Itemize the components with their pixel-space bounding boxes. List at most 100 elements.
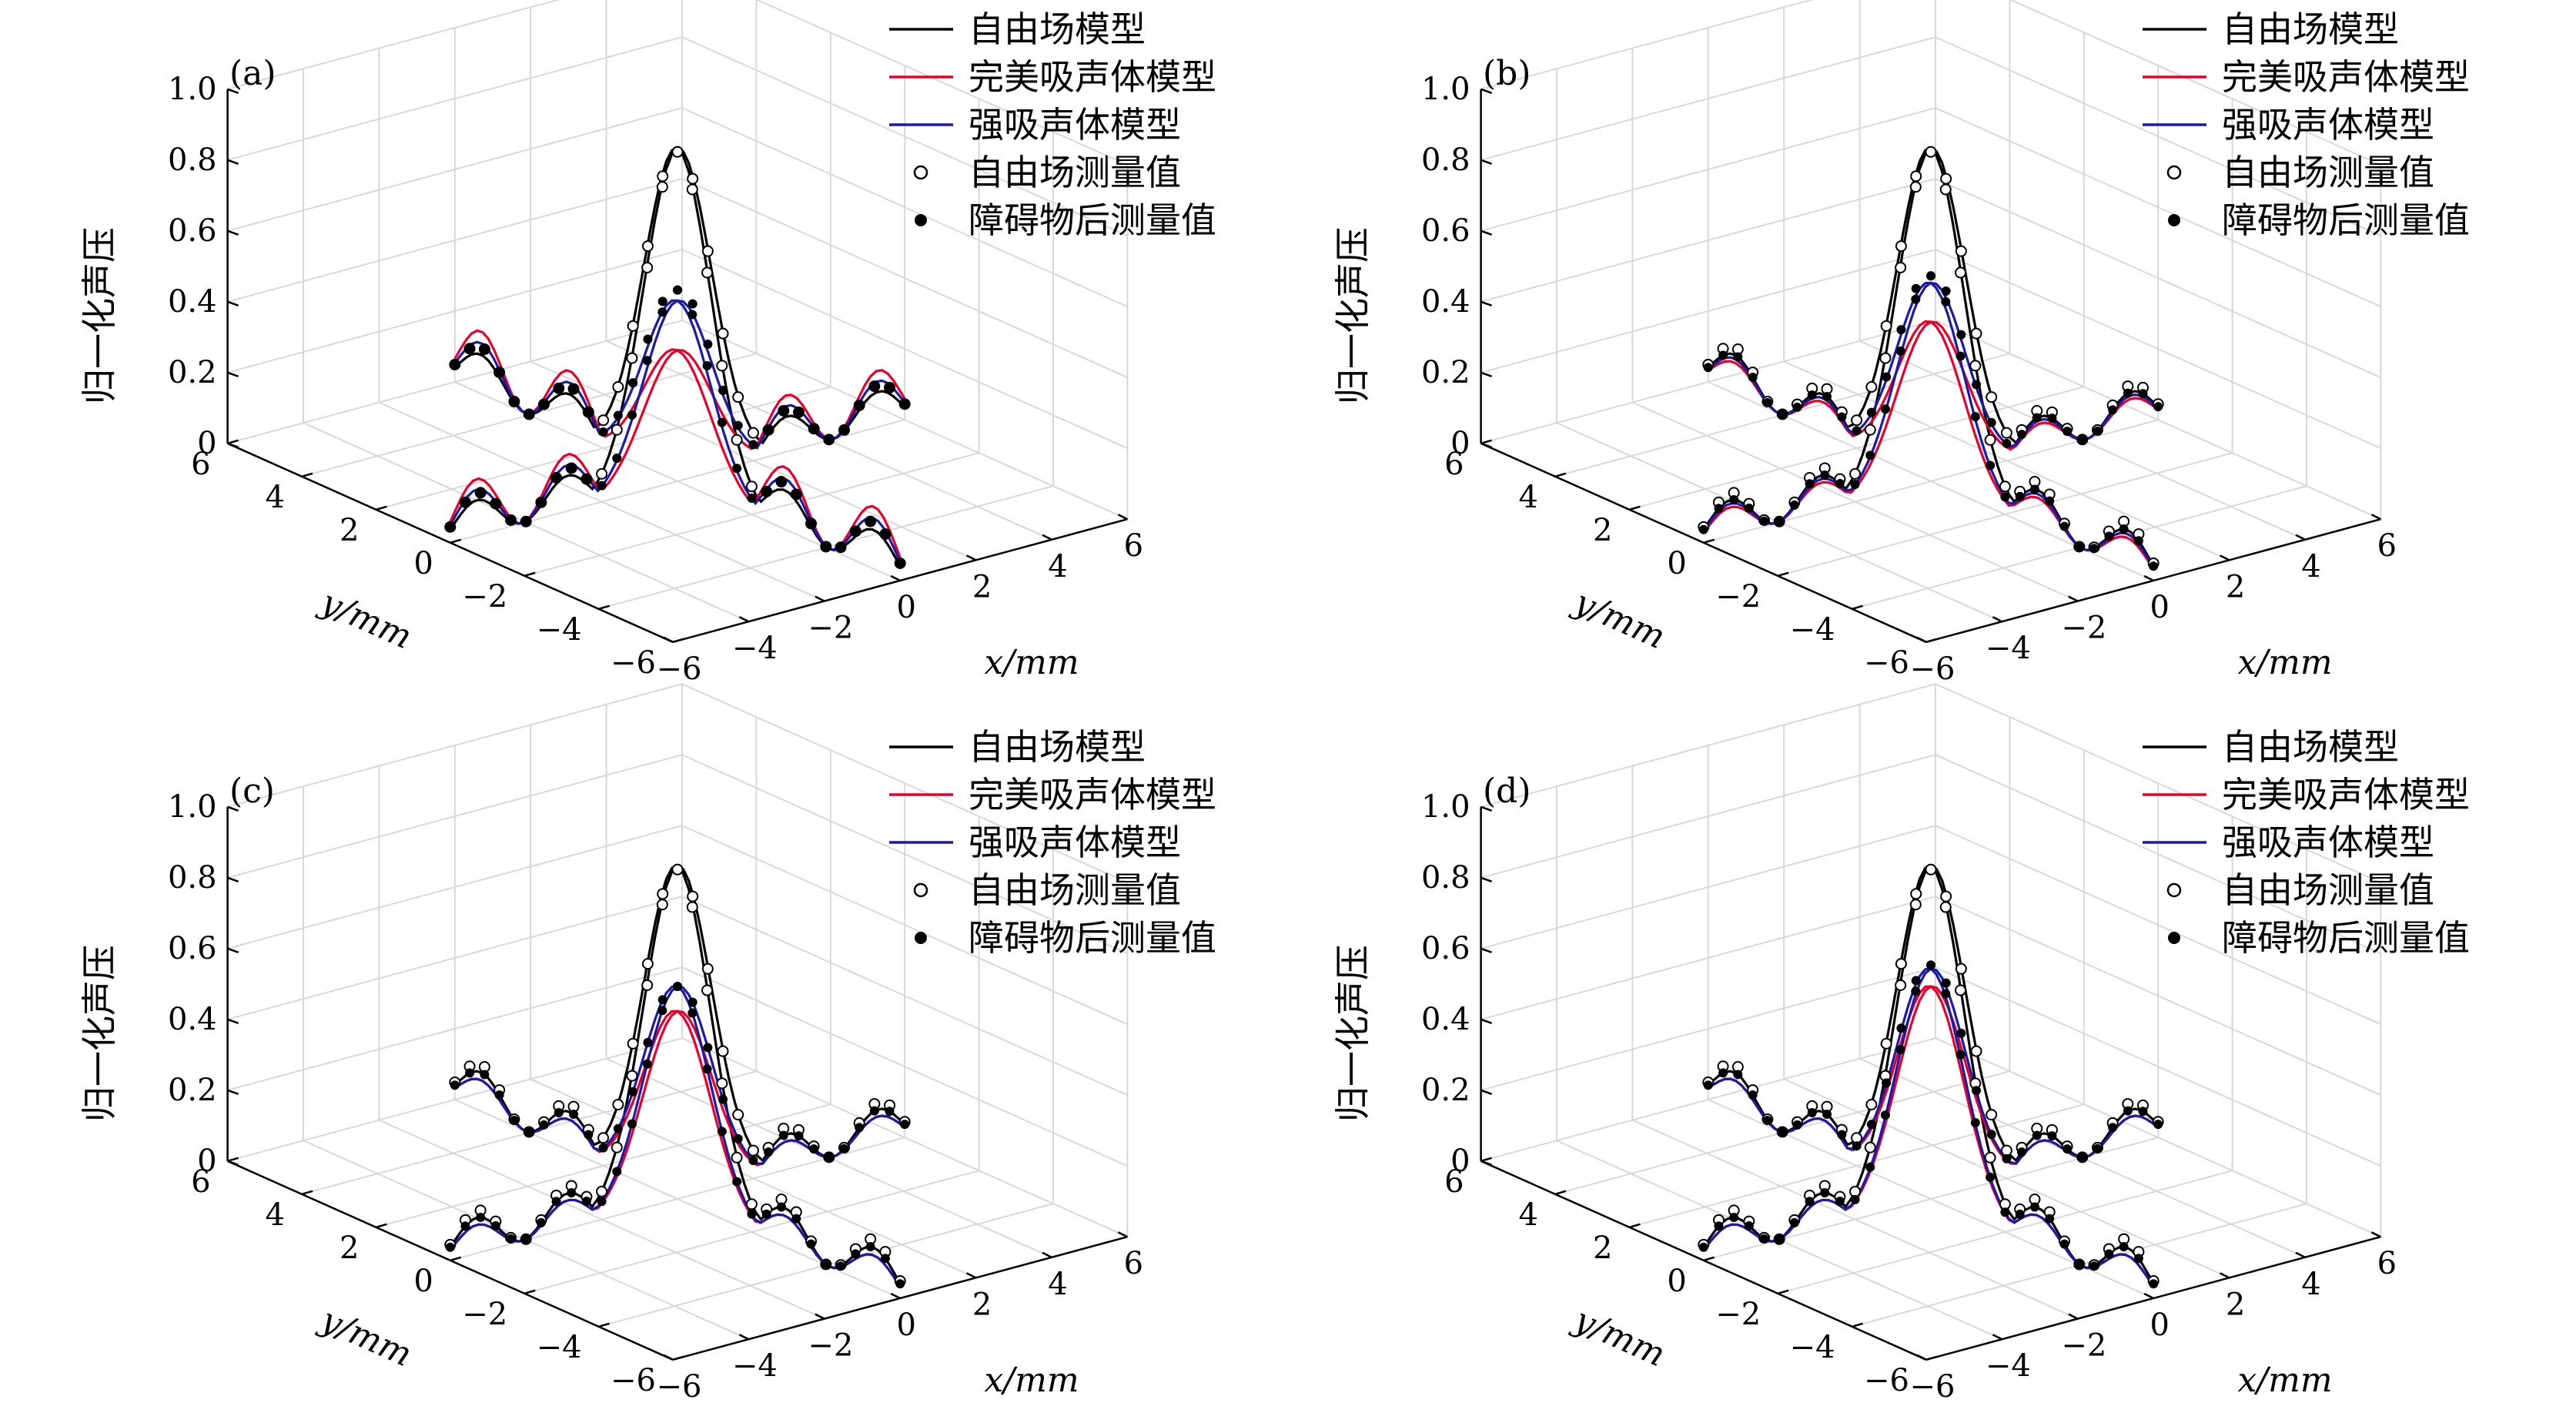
series-marker-y-scan <box>701 266 714 279</box>
series-marker-x-scan <box>1698 524 1708 534</box>
x-axis-label: x/mm <box>2237 1361 2332 1400</box>
series-marker-x-scan <box>1911 294 1921 304</box>
y-tick-label: 4 <box>266 1197 285 1233</box>
grid-line <box>530 360 977 561</box>
y-tick-label: 4 <box>1519 480 1538 515</box>
series-marker-y-scan <box>2149 561 2159 571</box>
x-axis-label: x/mm <box>984 643 1079 682</box>
series-marker-x-scan <box>718 385 728 395</box>
legend-marker-open <box>2166 882 2182 898</box>
z-tick <box>227 805 239 812</box>
series-marker-y-scan <box>1896 1023 1906 1033</box>
series-marker-y-scan <box>612 1099 624 1111</box>
series-marker-y-scan <box>1911 976 1921 986</box>
legend-label: 完美吸声体模型 <box>969 56 1216 98</box>
x-tick-label: −6 <box>657 651 702 687</box>
series-marker-x-scan <box>490 1220 500 1231</box>
grid-line <box>227 683 1128 884</box>
series-marker-x-scan <box>2123 1106 2133 1116</box>
y-tick <box>1554 472 1567 478</box>
legend-marker-filled <box>2168 214 2180 226</box>
legend-marker-filled <box>915 932 927 944</box>
z-tick-label: 0 <box>1450 1143 1470 1179</box>
z-tick-label: 0.4 <box>1421 284 1470 320</box>
chart-panel: 0 0.2 0.4 0.6 0.8 1.0 6 4 2 0 −2 −4 −6 −6 −4 −2 0 2 4 6 归一化声… <box>79 0 1216 687</box>
series-marker-x-scan <box>641 261 654 273</box>
series-marker-y-scan <box>569 1110 579 1120</box>
series-marker-y-scan <box>1703 363 1713 373</box>
grid-line <box>1480 178 2381 379</box>
series-marker-x-scan <box>1986 417 1996 427</box>
grid-line <box>227 896 1128 1097</box>
z-tick <box>1480 876 1493 882</box>
x-tick <box>890 1292 901 1300</box>
x-tick <box>1992 1334 2002 1341</box>
series-marker-x-scan <box>1805 479 1815 489</box>
series-marker-x-scan <box>641 979 654 991</box>
x-tick <box>738 1334 749 1341</box>
series-marker-x-scan <box>687 299 698 309</box>
y-tick <box>598 604 610 611</box>
series-marker-y-scan <box>2089 1261 2099 1271</box>
z-tick <box>227 947 239 953</box>
series-marker-x-scan <box>1864 1141 1876 1154</box>
series-marker-y-scan <box>1882 1078 1892 1088</box>
x-tick <box>663 1354 674 1361</box>
series-marker-y-scan <box>524 1127 534 1137</box>
series-marker-y-scan <box>1733 1070 1743 1080</box>
x-tick <box>815 595 825 602</box>
series-marker-x-scan <box>1986 1130 1996 1140</box>
series-marker-x-scan <box>1911 986 1921 996</box>
x-tick-label: −6 <box>1910 651 1955 687</box>
y-tick-label: 0 <box>413 546 433 581</box>
x-tick-label: 0 <box>2149 1308 2169 1343</box>
y-tick-label: 2 <box>1593 1231 1612 1266</box>
z-tick <box>227 442 239 448</box>
x-tick <box>2370 514 2381 521</box>
z-tick-label: 1.0 <box>1421 789 1470 825</box>
grid-line <box>530 1078 977 1279</box>
z-tick <box>227 88 239 94</box>
series-marker-x-scan <box>718 1094 728 1104</box>
series-marker-x-scan <box>626 352 638 364</box>
z-tick <box>1480 229 1493 236</box>
series-marker-x-scan <box>701 245 714 257</box>
series-marker-y-scan <box>1837 412 1847 422</box>
y-tick-label: −6 <box>1864 1363 1909 1398</box>
series-marker-x-scan <box>612 454 622 464</box>
z-tick-label: 0.6 <box>1421 213 1470 249</box>
z-tick-label: 0.2 <box>168 1073 217 1108</box>
series-marker-y-scan <box>1748 372 1758 382</box>
y-tick <box>672 1355 684 1361</box>
x-tick-label: 4 <box>2301 1267 2320 1302</box>
grid-line <box>1935 320 2381 521</box>
series-marker-x-scan <box>1895 979 1907 991</box>
grid-line <box>227 249 1128 450</box>
series-marker-y-scan <box>612 381 624 393</box>
series-marker-x-scan <box>717 327 729 340</box>
z-tick <box>1480 159 1493 165</box>
series-marker-x-scan <box>794 407 804 417</box>
series-marker-x-scan <box>2062 427 2073 437</box>
legend-label: 障碍物后测量值 <box>969 199 1216 241</box>
series-line-y-scan <box>1707 864 2155 1284</box>
series-marker-x-scan <box>642 356 652 366</box>
series-marker-x-scan <box>703 1043 713 1053</box>
series-marker-y-scan <box>1792 402 1802 412</box>
series-marker-x-scan <box>701 963 714 975</box>
series-line-x-scan <box>1702 146 2159 531</box>
grid-line <box>227 825 1128 1026</box>
series-marker-x-scan <box>657 1006 667 1016</box>
grid-line <box>227 107 1128 308</box>
legend-marker-open <box>2166 165 2182 180</box>
y-tick-label: −2 <box>462 1297 507 1332</box>
y-tick-label: 0 <box>1667 546 1686 581</box>
series-marker-y-scan <box>1939 901 1952 913</box>
series-marker-x-scan <box>626 1070 638 1082</box>
x-tick <box>2143 574 2154 582</box>
series-marker-y-scan <box>895 1279 905 1289</box>
x-tick-label: 2 <box>972 569 992 604</box>
z-tick <box>227 1160 239 1166</box>
y-tick-label: −6 <box>611 645 656 681</box>
